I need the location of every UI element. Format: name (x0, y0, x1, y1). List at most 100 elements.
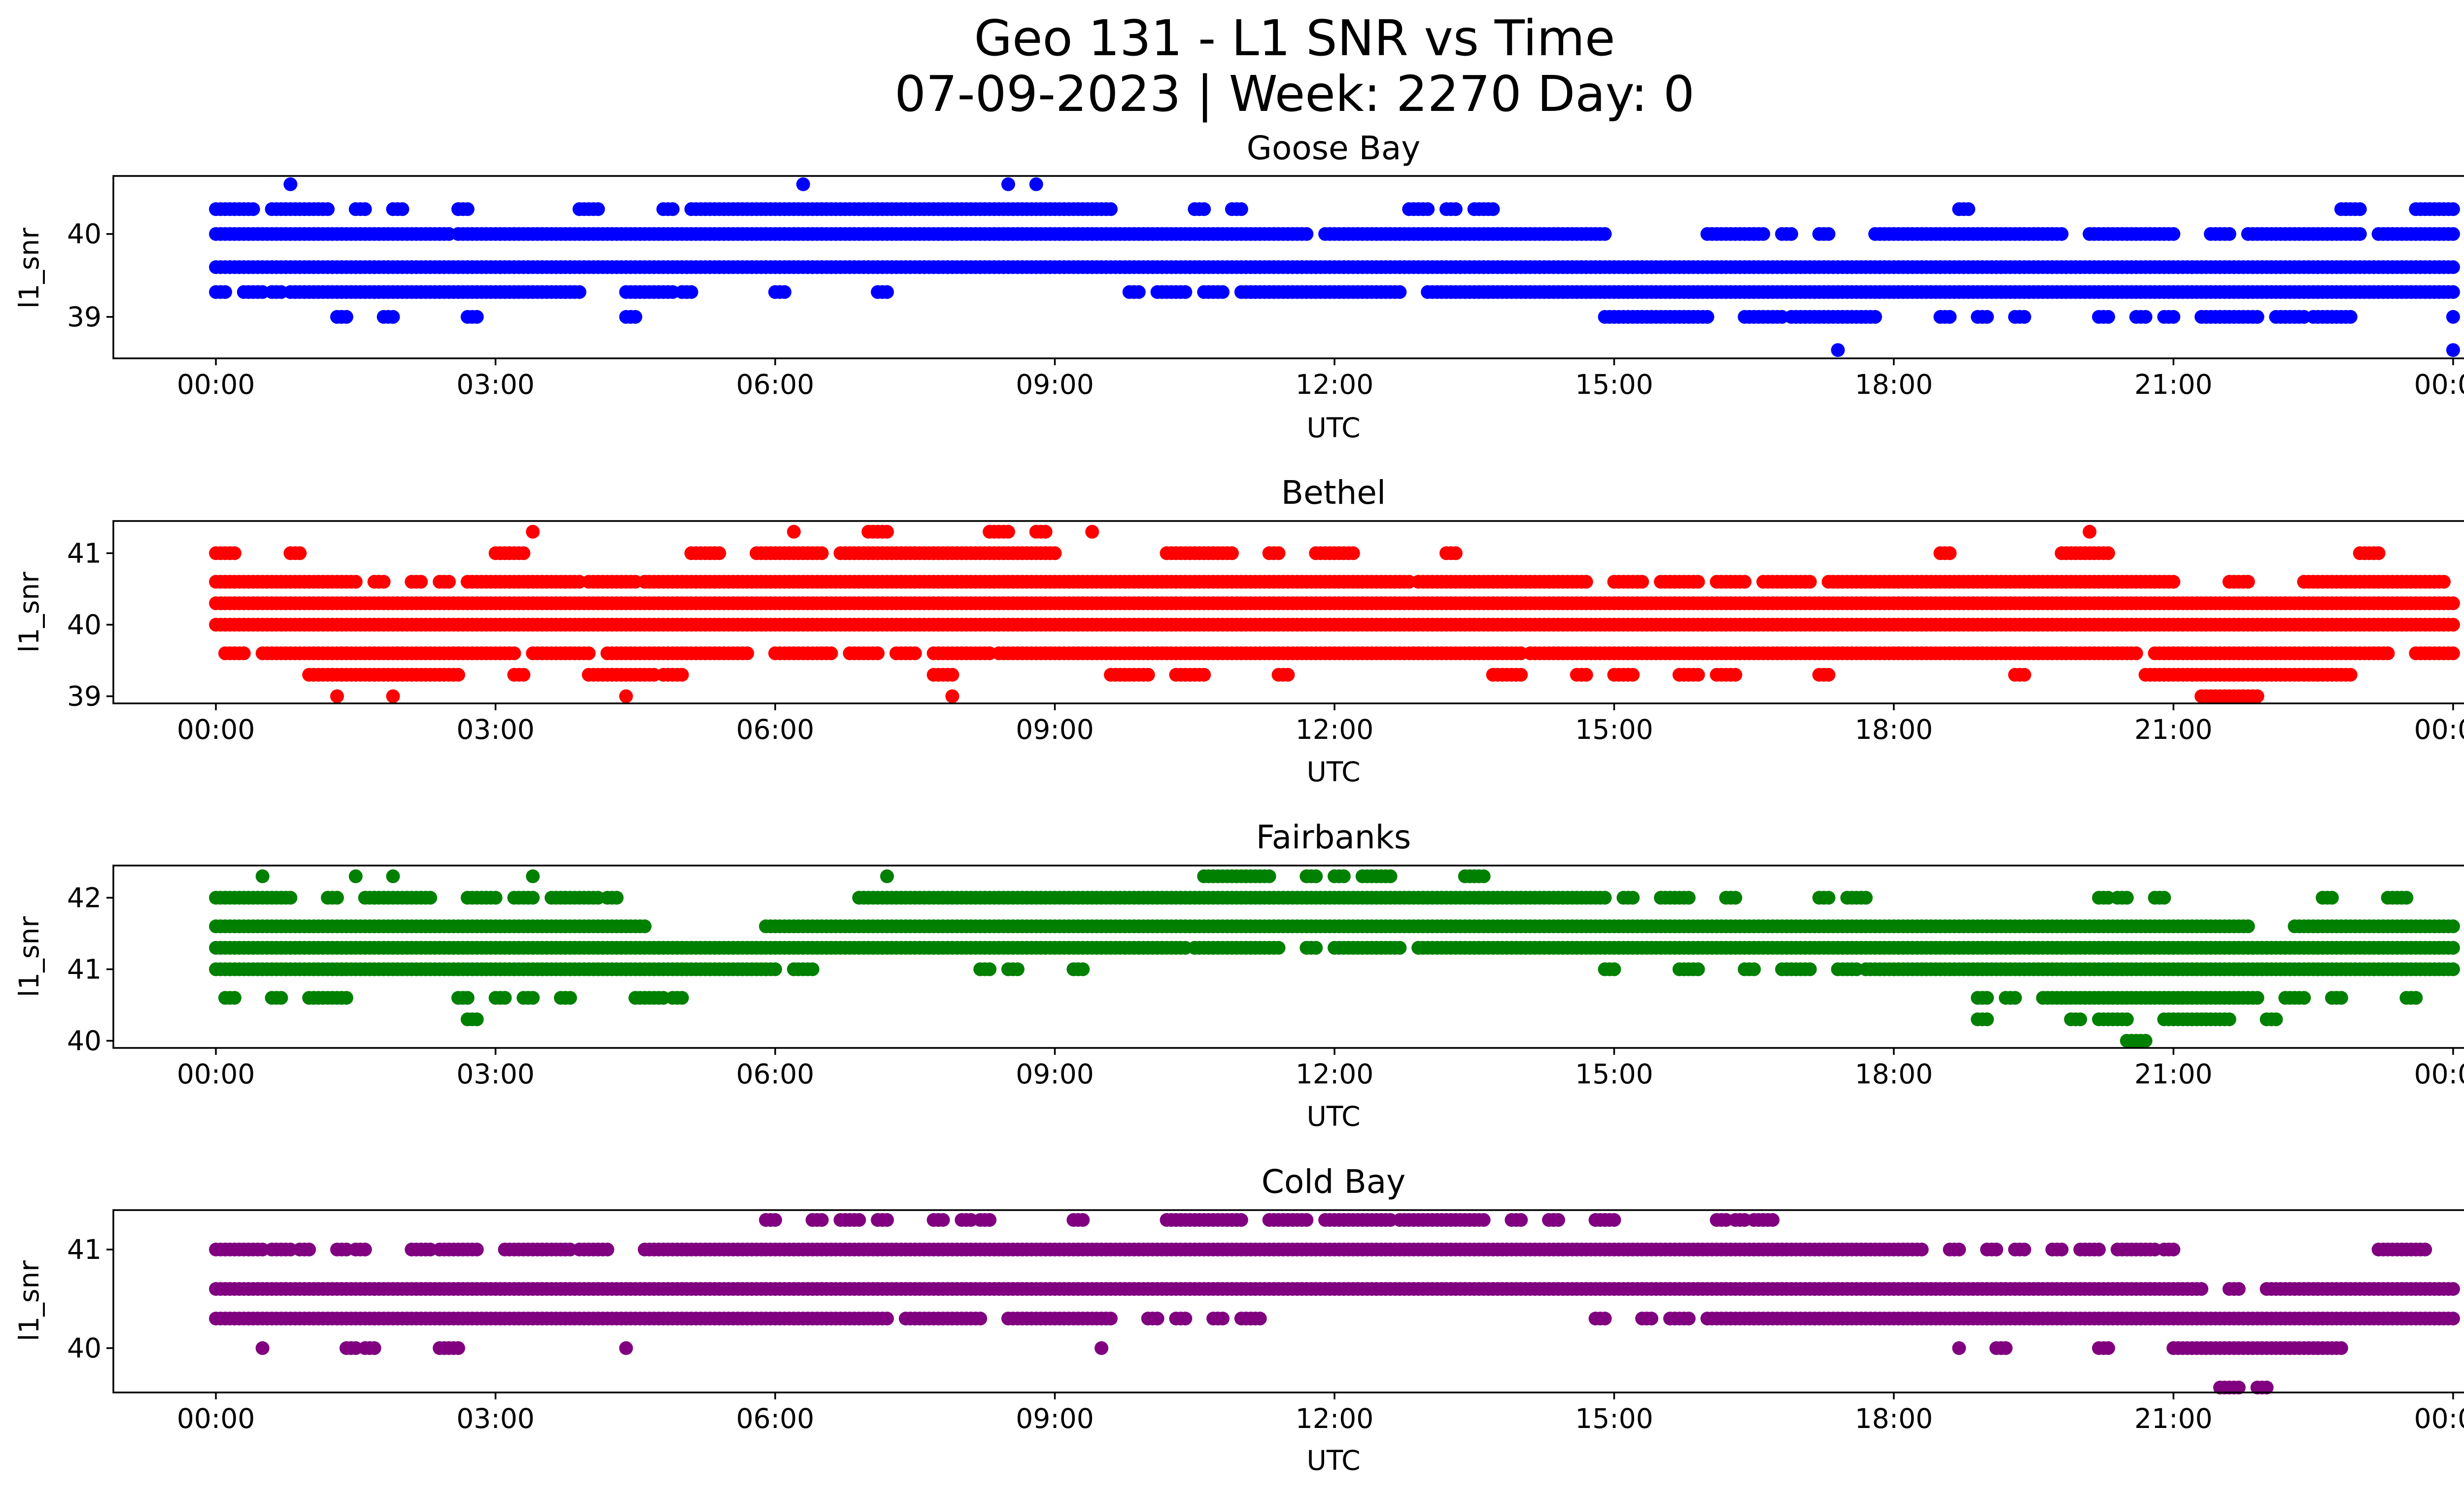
data-point (1383, 869, 1398, 883)
panel-title: Goose Bay (1247, 129, 1421, 167)
data-point (451, 668, 465, 682)
data-point (796, 177, 810, 191)
data-point (1038, 524, 1053, 539)
data-point (1001, 524, 1015, 539)
data-point (1961, 202, 1976, 216)
data-point (2241, 575, 2255, 589)
data-point (666, 202, 680, 216)
data-point (2222, 227, 2236, 241)
x-tick-label: 03:00 (456, 369, 535, 400)
y-tick-label: 39 (67, 680, 102, 712)
data-point (1001, 177, 1015, 191)
data-point (2381, 646, 2395, 661)
data-point (1803, 575, 1817, 589)
data-point (1346, 546, 1360, 560)
data-point (293, 546, 307, 560)
data-point (2446, 227, 2460, 241)
panel-title: Bethel (1281, 474, 1386, 512)
data-point (1626, 668, 1640, 682)
data-point (1821, 668, 1836, 682)
data-point (321, 202, 335, 216)
data-point (1868, 310, 1882, 324)
data-point (1300, 227, 1314, 241)
data-point (2054, 227, 2069, 241)
data-point (2138, 310, 2153, 324)
x-tick-label: 12:00 (1296, 714, 1374, 745)
y-tick-label: 40 (67, 609, 102, 640)
data-point (572, 285, 586, 299)
data-point (395, 202, 410, 216)
data-point (2446, 285, 2460, 299)
data-point (488, 891, 503, 905)
data-point (1728, 891, 1743, 905)
x-axis-label: UTC (1306, 1101, 1360, 1132)
data-point (945, 689, 959, 703)
data-point (1262, 869, 1276, 883)
data-point (1104, 202, 1118, 216)
data-point (2166, 575, 2181, 589)
data-point (2166, 310, 2181, 324)
x-tick-label: 00:00 (177, 714, 255, 745)
figure-title-line1: Geo 131 - L1 SNR vs Time (974, 9, 1615, 67)
x-tick-label: 12:00 (1296, 369, 1374, 400)
data-point (516, 546, 531, 560)
data-point (1635, 575, 1649, 589)
panel-goose-bay: Goose Bay UTC l1_snr 00:00 03:00 06:00 09:0… (13, 129, 2464, 444)
data-point (283, 177, 298, 191)
data-point (2446, 596, 2460, 610)
data-point (1029, 177, 1043, 191)
y-tick-label: 39 (67, 301, 102, 333)
data-point (712, 546, 726, 560)
data-point (1271, 940, 1286, 955)
data-point (1831, 343, 1845, 357)
data-point (376, 575, 391, 589)
data-point (2129, 646, 2143, 661)
x-tick-label: 15:00 (1575, 714, 1653, 745)
data-point (1700, 310, 1714, 324)
data-point (1178, 285, 1193, 299)
data-point (330, 689, 344, 703)
y-axis-label: l1_snr (13, 228, 45, 309)
data-point (582, 646, 596, 661)
data-point (386, 869, 400, 883)
data-point (2120, 891, 2134, 905)
x-tick-label: 09:00 (1016, 714, 1094, 745)
data-point (778, 285, 791, 299)
data-point (1943, 310, 1957, 324)
data-point (2446, 260, 2460, 274)
data-point (1756, 227, 1771, 241)
data-point (1448, 546, 1463, 560)
data-point (1681, 891, 1696, 905)
data-point (2446, 310, 2460, 324)
data-point (1598, 227, 1612, 241)
data-point (2325, 891, 2339, 905)
data-point (2446, 618, 2460, 632)
data-point (526, 891, 540, 905)
data-point (2157, 891, 2171, 905)
data-point (1579, 575, 1593, 589)
data-point (1271, 546, 1286, 560)
data-point (1131, 285, 1146, 299)
data-point (283, 891, 298, 905)
data-point (1821, 227, 1836, 241)
y-tick-label: 41 (67, 537, 102, 569)
y-axis-label: l1_snr (13, 572, 45, 653)
data-point (1393, 940, 1407, 955)
data-point (348, 869, 363, 883)
x-axis-label: UTC (1306, 412, 1360, 444)
data-point (871, 646, 885, 661)
data-point (2250, 310, 2264, 324)
data-point (1309, 869, 1323, 883)
data-point (610, 891, 624, 905)
x-tick-label: 06:00 (736, 714, 815, 745)
data-point (1309, 940, 1323, 955)
data-point (684, 285, 698, 299)
data-point (591, 202, 605, 216)
data-point (507, 646, 521, 661)
panel-title: Fairbanks (1256, 818, 1411, 856)
data-point (1626, 891, 1640, 905)
data-point (1579, 668, 1593, 682)
data-point (386, 310, 400, 324)
data-point (339, 310, 353, 324)
